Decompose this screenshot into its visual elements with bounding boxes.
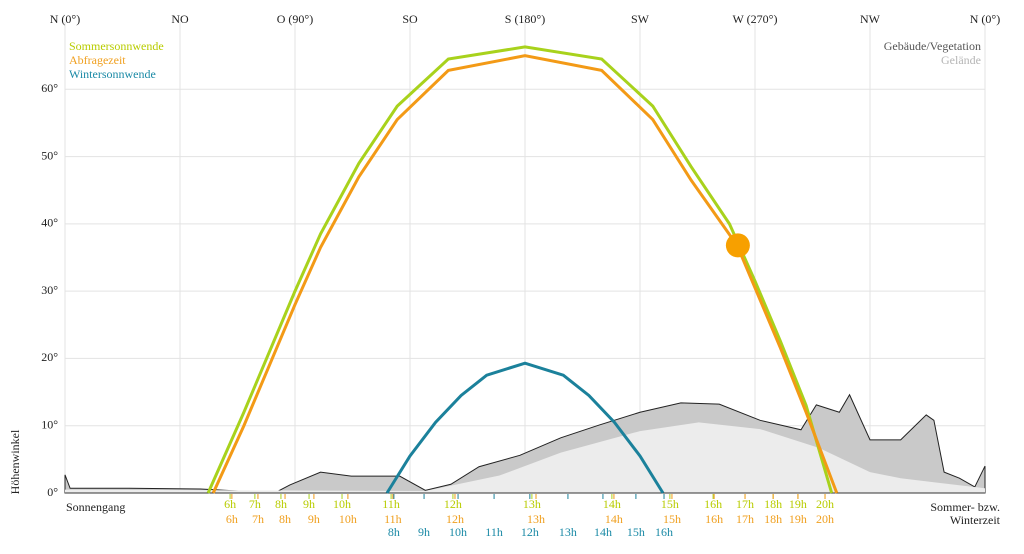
hour-label: 14h: [603, 497, 621, 511]
bottom-right-label: Winterzeit: [950, 513, 1001, 527]
hour-label: 14h: [594, 525, 612, 539]
legend-entry: Wintersonnwende: [69, 67, 156, 81]
hour-label: 6h: [226, 512, 238, 526]
hour-label: 10h: [449, 525, 467, 539]
hour-label: 15h: [627, 525, 645, 539]
hour-label: 17h: [736, 512, 754, 526]
hour-label: 20h: [816, 497, 834, 511]
y-tick-label: 20°: [41, 350, 58, 364]
hour-label: 9h: [303, 497, 315, 511]
hour-label: 11h: [382, 497, 400, 511]
hour-label: 13h: [527, 512, 545, 526]
hour-label: 9h: [308, 512, 320, 526]
sun-path: [206, 45, 834, 494]
hour-label: 13h: [523, 497, 541, 511]
sun-marker: [725, 233, 750, 258]
legend-entry: Gelände: [941, 53, 981, 67]
terrain-area: [65, 422, 985, 493]
y-tick-label: 50°: [41, 148, 58, 162]
sun-path: [385, 361, 665, 494]
y-tick-label: 60°: [41, 81, 58, 95]
x-tick-label: N (0°): [970, 12, 1000, 26]
hour-label: 11h: [485, 525, 503, 539]
bottom-left-label: Sonnengang: [66, 500, 125, 514]
hour-label: 6h: [224, 497, 236, 511]
hour-label: 16h: [655, 525, 673, 539]
hour-label: 16h: [704, 497, 722, 511]
hour-label: 14h: [605, 512, 623, 526]
x-tick-label: O (90°): [277, 12, 313, 26]
hour-label: 10h: [339, 512, 357, 526]
hour-label: 7h: [252, 512, 264, 526]
hour-label: 13h: [559, 525, 577, 539]
legend-entry: Sommersonnwende: [69, 39, 164, 53]
hour-label: 12h: [444, 497, 462, 511]
hour-label: 12h: [446, 512, 464, 526]
sun-path: [211, 54, 839, 494]
bottom-right-label: Sommer- bzw.: [930, 500, 1000, 514]
y-tick-label: 30°: [41, 283, 58, 297]
legend-entry: Gebäude/Vegetation: [884, 39, 981, 53]
hour-label: 15h: [663, 512, 681, 526]
hour-label: 11h: [384, 512, 402, 526]
x-tick-label: W (270°): [733, 12, 778, 26]
hour-label: 7h: [249, 497, 261, 511]
hour-label: 17h: [736, 497, 754, 511]
hour-label: 9h: [418, 525, 430, 539]
y-tick-label: 0°: [47, 485, 58, 499]
x-tick-label: N (0°): [50, 12, 80, 26]
x-tick-label: NO: [171, 12, 189, 26]
hour-label: 16h: [705, 512, 723, 526]
y-tick-label: 10°: [41, 417, 58, 431]
hour-label: 18h: [764, 497, 782, 511]
hour-label: 8h: [275, 497, 287, 511]
hour-label: 15h: [661, 497, 679, 511]
legend-entry: Abfragezeit: [69, 53, 126, 67]
hour-label: 8h: [279, 512, 291, 526]
y-tick-label: 40°: [41, 216, 58, 230]
x-tick-label: SO: [402, 12, 418, 26]
hour-label: 18h: [764, 512, 782, 526]
hour-label: 20h: [816, 512, 834, 526]
hour-label: 10h: [333, 497, 351, 511]
x-tick-label: NW: [860, 12, 881, 26]
x-tick-label: S (180°): [505, 12, 545, 26]
hour-label: 19h: [789, 512, 807, 526]
hour-label: 8h: [388, 525, 400, 539]
y-axis-label: Höhenwinkel: [8, 429, 22, 494]
hour-label: 12h: [521, 525, 539, 539]
x-tick-label: SW: [631, 12, 650, 26]
hour-label: 19h: [789, 497, 807, 511]
